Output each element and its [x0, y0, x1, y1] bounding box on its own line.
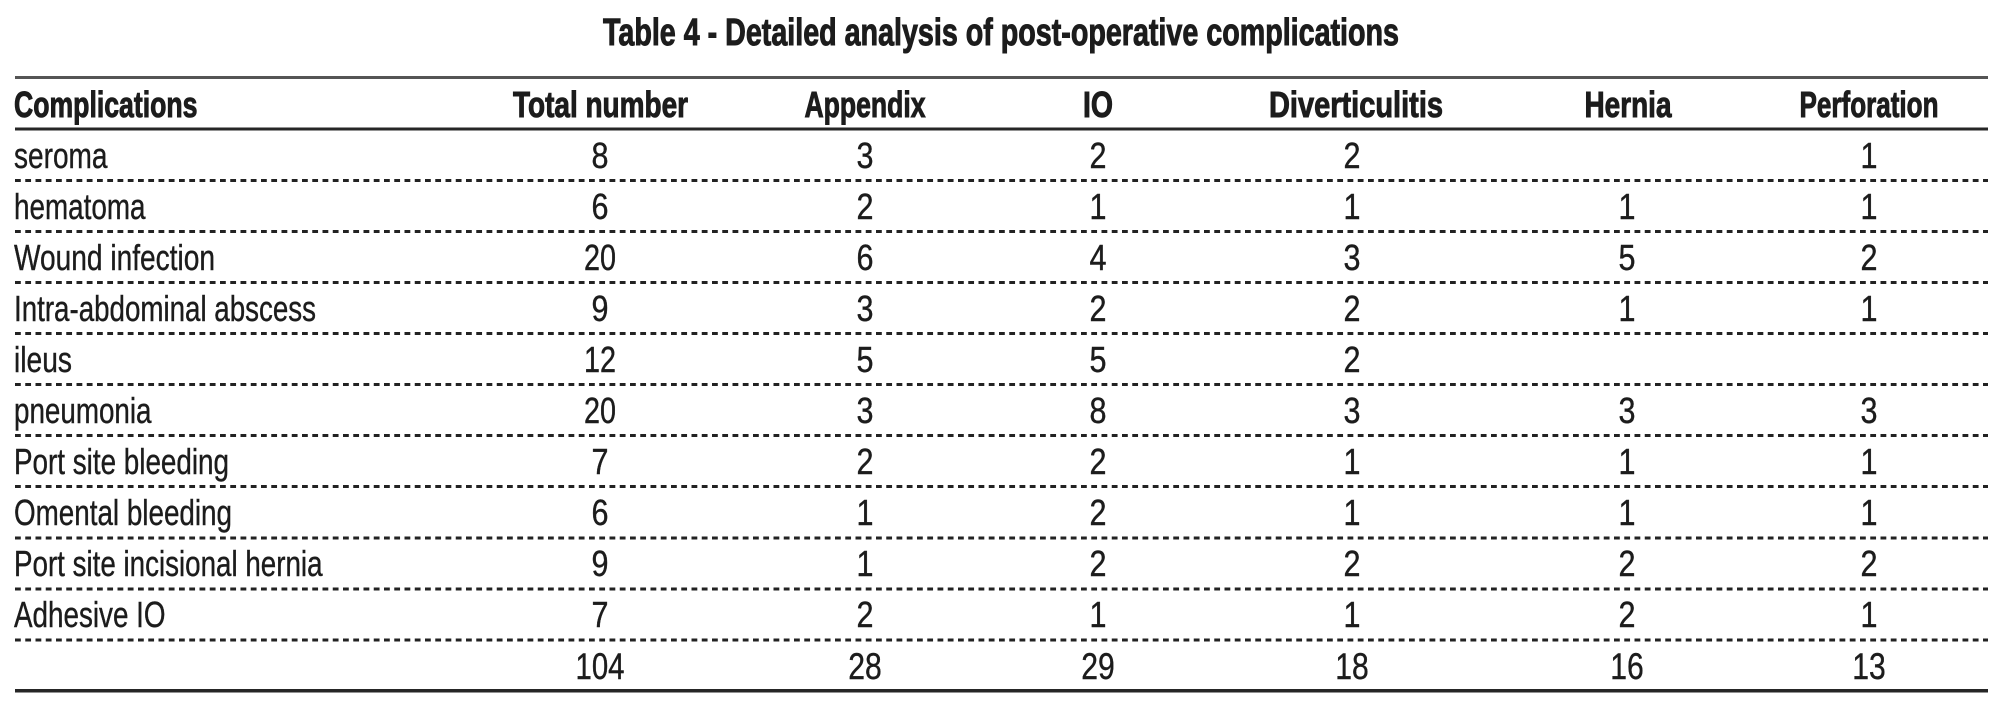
svg-text:2: 2 [1090, 492, 1107, 533]
svg-text:16: 16 [1610, 645, 1644, 687]
svg-text:Adhesive IO: Adhesive IO [14, 594, 166, 635]
svg-text:Port site incisional hernia: Port site incisional hernia [14, 543, 323, 584]
svg-text:2: 2 [1861, 543, 1878, 584]
svg-text:2: 2 [1619, 594, 1636, 635]
svg-text:1: 1 [1619, 492, 1636, 533]
svg-text:2: 2 [1344, 339, 1361, 380]
svg-text:28: 28 [848, 645, 882, 687]
svg-text:2: 2 [1090, 441, 1107, 482]
svg-text:1: 1 [1090, 186, 1107, 227]
svg-text:6: 6 [592, 186, 609, 227]
svg-text:2: 2 [857, 594, 874, 635]
svg-text:5: 5 [1090, 339, 1107, 380]
svg-text:1: 1 [857, 543, 874, 584]
svg-text:5: 5 [1619, 237, 1636, 278]
svg-text:hematoma: hematoma [14, 186, 146, 227]
svg-text:20: 20 [584, 390, 616, 431]
svg-text:104: 104 [576, 645, 625, 687]
svg-text:1: 1 [1861, 492, 1878, 533]
svg-text:2: 2 [1619, 543, 1636, 584]
svg-text:1: 1 [857, 492, 874, 533]
svg-text:12: 12 [584, 339, 616, 380]
svg-text:1: 1 [1344, 186, 1361, 227]
svg-text:Total number: Total number [513, 84, 688, 125]
svg-text:Wound infection: Wound infection [14, 237, 215, 278]
svg-text:ileus: ileus [14, 339, 72, 380]
svg-text:1: 1 [1090, 594, 1107, 635]
svg-text:4: 4 [1090, 237, 1107, 278]
svg-text:18: 18 [1335, 645, 1369, 687]
svg-text:2: 2 [1344, 543, 1361, 584]
svg-text:1: 1 [1619, 186, 1636, 227]
svg-text:Diverticulitis: Diverticulitis [1269, 84, 1443, 125]
svg-text:2: 2 [1090, 135, 1107, 176]
svg-text:5: 5 [857, 339, 874, 380]
svg-text:1: 1 [1861, 594, 1878, 635]
svg-text:13: 13 [1852, 645, 1886, 687]
svg-text:7: 7 [592, 441, 609, 482]
svg-text:1: 1 [1344, 594, 1361, 635]
svg-text:8: 8 [1090, 390, 1107, 431]
svg-text:2: 2 [1861, 237, 1878, 278]
svg-text:IO: IO [1083, 84, 1113, 125]
svg-text:29: 29 [1081, 645, 1115, 687]
svg-text:Appendix: Appendix [805, 84, 926, 125]
svg-text:3: 3 [1861, 390, 1878, 431]
svg-text:3: 3 [1619, 390, 1636, 431]
svg-text:Omental bleeding: Omental bleeding [14, 492, 232, 533]
svg-text:3: 3 [1344, 237, 1361, 278]
svg-text:Table 4 - Detailed analysis of: Table 4 - Detailed analysis of post-oper… [603, 12, 1399, 54]
svg-text:Complications: Complications [14, 84, 198, 125]
svg-text:2: 2 [857, 441, 874, 482]
svg-text:9: 9 [592, 288, 609, 329]
svg-text:3: 3 [857, 390, 874, 431]
svg-text:8: 8 [592, 135, 609, 176]
svg-text:seroma: seroma [14, 135, 108, 176]
svg-text:2: 2 [1090, 543, 1107, 584]
svg-text:1: 1 [1861, 441, 1878, 482]
svg-text:20: 20 [584, 237, 616, 278]
svg-text:1: 1 [1861, 186, 1878, 227]
svg-text:3: 3 [1344, 390, 1361, 431]
svg-text:Intra-abdominal abscess: Intra-abdominal abscess [14, 288, 316, 329]
svg-text:Hernia: Hernia [1585, 84, 1673, 125]
svg-text:2: 2 [857, 186, 874, 227]
svg-text:2: 2 [1090, 288, 1107, 329]
svg-text:pneumonia: pneumonia [14, 390, 152, 431]
svg-text:3: 3 [857, 288, 874, 329]
svg-text:1: 1 [1861, 288, 1878, 329]
svg-text:6: 6 [857, 237, 874, 278]
svg-text:9: 9 [592, 543, 609, 584]
svg-text:2: 2 [1344, 288, 1361, 329]
svg-text:1: 1 [1344, 441, 1361, 482]
svg-text:1: 1 [1344, 492, 1361, 533]
svg-text:1: 1 [1619, 441, 1636, 482]
svg-text:Perforation: Perforation [1800, 84, 1939, 125]
svg-text:1: 1 [1619, 288, 1636, 329]
svg-text:3: 3 [857, 135, 874, 176]
svg-text:1: 1 [1861, 135, 1878, 176]
svg-text:Port site bleeding: Port site bleeding [14, 441, 229, 482]
svg-text:6: 6 [592, 492, 609, 533]
svg-text:7: 7 [592, 594, 609, 635]
svg-text:2: 2 [1344, 135, 1361, 176]
